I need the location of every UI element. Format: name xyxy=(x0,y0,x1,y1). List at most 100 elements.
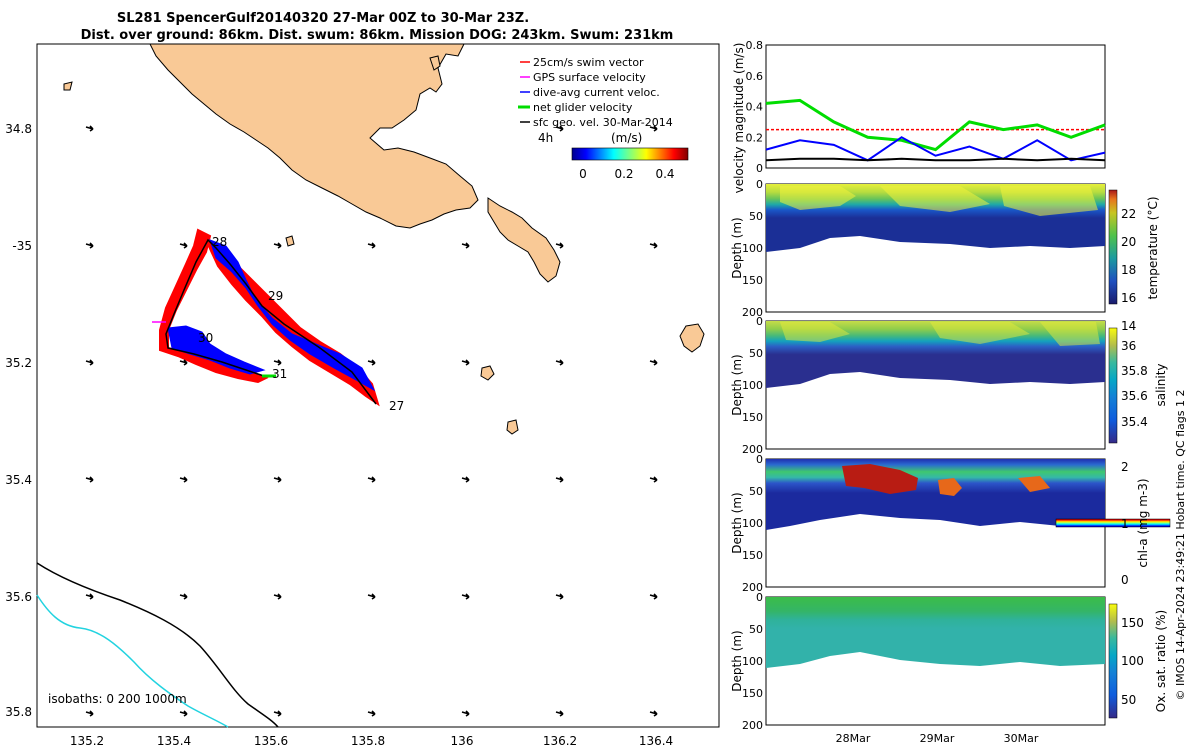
salinity-high-patch xyxy=(780,322,1100,346)
oxygen-cbar-tick-2: 100 xyxy=(1121,654,1144,668)
geo-velocity-arrow xyxy=(179,242,188,249)
land-islet-4 xyxy=(429,55,441,71)
day-label-29-mar: 29 xyxy=(268,289,283,303)
geo-velocity-arrow xyxy=(85,710,94,717)
geo-velocity-arrow xyxy=(85,476,94,483)
geo-velocity-arrow xyxy=(461,593,470,600)
temperature-cbar-tick-4: 16 xyxy=(1121,291,1136,305)
time-tick-28mar: 28Mar xyxy=(836,732,871,745)
geo-velocity-arrow xyxy=(461,476,470,483)
section-depth-ticks: 0501001502000501001502000501001502000501… xyxy=(742,178,763,732)
map-ytick-3: 35.2 xyxy=(5,356,32,370)
velocity-ytick: 0 xyxy=(756,162,763,175)
depth-tick: 150 xyxy=(742,274,763,287)
velocity-ytick: 0.4 xyxy=(746,101,764,114)
geo-velocity-arrow xyxy=(85,125,94,132)
depth-tick: 200 xyxy=(742,719,763,732)
temperature-colorbar xyxy=(1108,189,1118,305)
geo-velocity-arrow xyxy=(367,359,376,366)
salinity-colorbar xyxy=(1108,327,1118,444)
day-label-27-mar: 27 xyxy=(389,399,404,413)
colorbar-tick-1: 0.2 xyxy=(614,167,633,181)
depth-tick: 0 xyxy=(756,315,763,328)
geo-velocity-arrow xyxy=(179,476,188,483)
chla-panel: Depth (m) 2 1 0 chl-a (mg m-3) xyxy=(730,458,1171,588)
day-label-28-mar: 28 xyxy=(212,235,227,249)
velocity-y-ticks: 0 0.2 0.4 0.6 0.8 xyxy=(746,39,764,175)
map-xtick-3: 135.6 xyxy=(254,734,288,748)
temperature-cbar-tick-3: 18 xyxy=(1121,263,1136,277)
geo-velocity-arrow xyxy=(85,359,94,366)
geo-velocity-arrow xyxy=(367,710,376,717)
track-current-vectors xyxy=(209,239,376,392)
land-peninsula xyxy=(149,43,479,229)
geo-velocity-arrow xyxy=(273,476,282,483)
oxygen-cbar-tick-1: 150 xyxy=(1121,616,1144,630)
velocity-ytick: 0.6 xyxy=(746,70,764,83)
geo-velocity-arrow xyxy=(555,476,564,483)
depth-tick: 200 xyxy=(742,306,763,319)
geo-velocity-arrow xyxy=(461,359,470,366)
map-xtick-5: 136 xyxy=(451,734,474,748)
geo-velocity-arrow xyxy=(367,476,376,483)
geo-velocity-arrow xyxy=(555,359,564,366)
temperature-cbar-tick-5: 14 xyxy=(1121,319,1136,333)
map-xtick-4: 135.8 xyxy=(351,734,385,748)
chla-cbar-tick-1: 2 xyxy=(1121,460,1129,474)
depth-tick: 0 xyxy=(756,591,763,604)
geo-velocity-arrow xyxy=(649,593,658,600)
depth-tick: 50 xyxy=(749,210,763,223)
colorbar-tick-2: 0.4 xyxy=(655,167,674,181)
geo-velocity-arrow xyxy=(461,710,470,717)
velocity-ytick: 0.8 xyxy=(746,39,764,52)
time-tick-29mar: 29Mar xyxy=(920,732,955,745)
depth-tick: 200 xyxy=(742,581,763,594)
land-islet-5 xyxy=(63,81,73,91)
temperature-warm-patch xyxy=(780,186,1098,216)
geo-velocity-arrow xyxy=(649,710,658,717)
oxygen-cbar-label: Ox. sat. ratio (%) xyxy=(1154,610,1168,712)
map-ytick-1: 34.8 xyxy=(5,122,32,136)
temperature-cbar-label: temperature (°C) xyxy=(1146,197,1160,300)
legend-geo-label: sfc geo. vel. 30-Mar-2014 xyxy=(533,116,673,129)
geo-velocity-arrow xyxy=(555,593,564,600)
legend-current-label: dive-avg current veloc. xyxy=(533,86,660,99)
map-y-ticks: 34.8 -35 35.2 35.4 35.6 35.8 xyxy=(5,122,32,719)
chla-secondary-patch xyxy=(938,476,1050,496)
geo-velocity-arrow xyxy=(367,242,376,249)
depth-tick: 50 xyxy=(749,485,763,498)
depth-tick: 0 xyxy=(756,453,763,466)
depth-tick: 100 xyxy=(742,242,763,255)
temperature-cbar-tick-2: 20 xyxy=(1121,235,1136,249)
map-xtick-6: 136.2 xyxy=(543,734,577,748)
map-ytick-5: 35.6 xyxy=(5,590,32,604)
velocity-panel: 0 0.2 0.4 0.6 0.8 velocity magnitude (m/s) xyxy=(732,39,1106,193)
geo-velocity-arrow xyxy=(555,242,564,249)
speed-colorbar xyxy=(571,147,689,161)
oxygen-ylabel: Depth (m) xyxy=(730,630,744,691)
salinity-cbar-tick-4: 35.4 xyxy=(1121,415,1148,429)
salinity-cbar-label: salinity xyxy=(1154,363,1168,406)
chla-cbar-tick-3: 0 xyxy=(1121,573,1129,587)
depth-tick: 200 xyxy=(742,443,763,456)
oxygen-colorbar xyxy=(1108,603,1118,719)
temperature-ylabel: Depth (m) xyxy=(730,217,744,278)
chla-maximum-patch xyxy=(842,464,918,494)
colorbar-unit: (m/s) xyxy=(611,131,642,145)
land-islet-1 xyxy=(679,323,705,353)
isobath-200m xyxy=(36,562,279,728)
geo-velocity-arrow xyxy=(179,359,188,366)
map-ytick-4: 35.4 xyxy=(5,473,32,487)
geo-velocity-arrow xyxy=(649,125,658,132)
geo-velocity-arrow xyxy=(367,593,376,600)
chla-ylabel: Depth (m) xyxy=(730,492,744,553)
land-islet-3 xyxy=(506,419,519,435)
legend-net-label: net glider velocity xyxy=(533,101,633,114)
geo-velocity-arrow xyxy=(273,593,282,600)
figure-title-line2: Dist. over ground: 86km. Dist. swum: 86k… xyxy=(81,28,674,43)
geo-velocity-arrow xyxy=(555,710,564,717)
track-current-vectors-west xyxy=(167,325,266,375)
map-xtick-2: 135.4 xyxy=(157,734,191,748)
geo-velocity-arrow xyxy=(555,125,564,132)
geo-velocity-arrow xyxy=(179,593,188,600)
